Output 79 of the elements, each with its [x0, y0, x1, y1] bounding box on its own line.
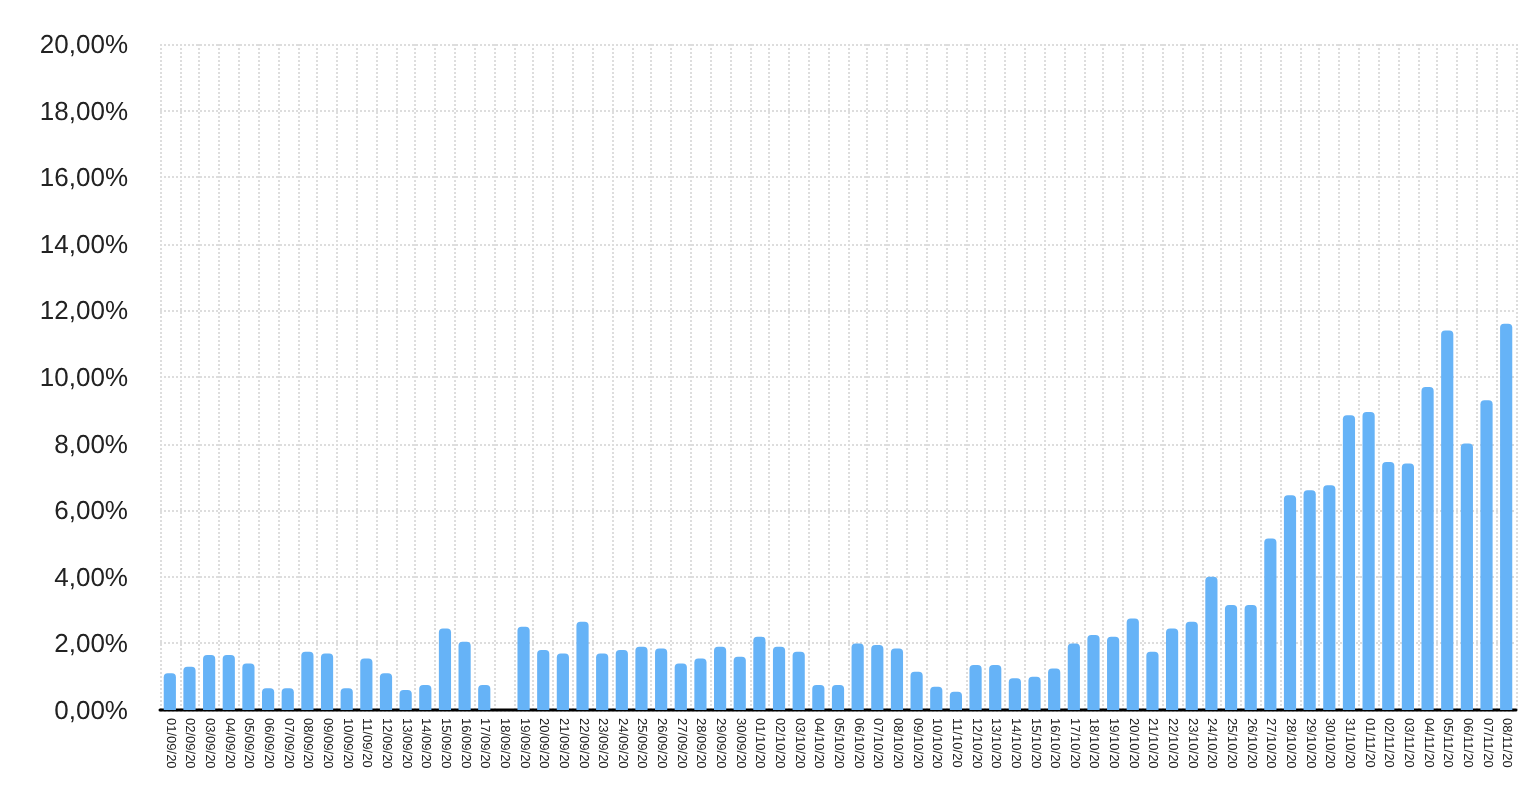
bar — [360, 658, 373, 710]
bar — [1028, 676, 1041, 710]
bar — [615, 650, 628, 710]
bar — [930, 686, 943, 710]
bar — [537, 650, 550, 710]
bar — [1205, 576, 1218, 710]
bar — [419, 685, 432, 710]
bar — [1067, 643, 1080, 710]
y-tick-label: 12,00% — [39, 295, 129, 326]
bar — [949, 691, 963, 710]
bar — [753, 636, 766, 710]
bar — [458, 641, 471, 710]
bar — [203, 655, 216, 710]
bar — [1500, 323, 1513, 710]
bar — [261, 688, 275, 710]
bar — [1303, 490, 1316, 710]
y-tick-label: 10,00% — [39, 362, 129, 392]
bar — [733, 656, 746, 710]
bar — [301, 651, 314, 710]
bar — [1087, 635, 1100, 710]
bar — [694, 658, 707, 710]
bar — [438, 628, 452, 710]
bar — [1382, 461, 1395, 710]
bar — [1048, 668, 1061, 710]
bar — [222, 655, 235, 710]
y-tick-label: 8,00% — [54, 428, 129, 459]
bar — [320, 653, 334, 710]
bar — [1224, 605, 1238, 710]
bar — [989, 665, 1002, 710]
y-tick-label: 14,00% — [39, 228, 129, 259]
y-tick-label: 6,00% — [54, 495, 129, 526]
bar — [340, 688, 353, 710]
bar — [969, 665, 982, 710]
y-tick-label: 20,00% — [39, 29, 129, 59]
bar — [1342, 415, 1356, 710]
bar — [910, 671, 923, 710]
bar — [1421, 386, 1434, 710]
bar — [1107, 636, 1120, 710]
bar — [871, 645, 884, 710]
bar — [772, 646, 786, 710]
bar — [831, 685, 845, 710]
bar — [379, 673, 393, 710]
bar — [635, 646, 648, 710]
bar — [517, 626, 530, 710]
bar — [281, 688, 294, 710]
bar — [242, 663, 255, 710]
bar — [713, 646, 727, 710]
bar — [1441, 330, 1454, 710]
bar — [851, 643, 864, 710]
bar — [1008, 678, 1021, 710]
bar — [399, 690, 412, 710]
bar — [1165, 628, 1179, 710]
bar — [163, 673, 176, 710]
bar — [1323, 485, 1336, 710]
bar — [478, 685, 491, 710]
bar — [1185, 621, 1198, 710]
y-tick-label: 18,00% — [39, 95, 129, 126]
bar — [596, 653, 609, 710]
bar — [655, 648, 668, 710]
bar — [556, 653, 569, 710]
bar — [1146, 651, 1159, 710]
bar — [1401, 463, 1415, 710]
y-tick-label: 0,00% — [54, 695, 129, 725]
y-tick-label: 4,00% — [54, 561, 129, 592]
bar — [1283, 495, 1297, 710]
bar — [812, 685, 825, 710]
bar — [890, 648, 904, 710]
bar — [1480, 400, 1493, 710]
bar — [674, 663, 687, 710]
bar — [1126, 618, 1139, 710]
bar — [1460, 443, 1473, 710]
y-tick-label: 2,00% — [54, 628, 129, 659]
bar — [1362, 411, 1375, 710]
bar — [576, 621, 589, 710]
y-tick-label: 16,00% — [39, 162, 129, 193]
bar — [792, 651, 805, 710]
bar — [1244, 605, 1257, 710]
bar — [1264, 538, 1277, 710]
bar — [183, 666, 196, 710]
